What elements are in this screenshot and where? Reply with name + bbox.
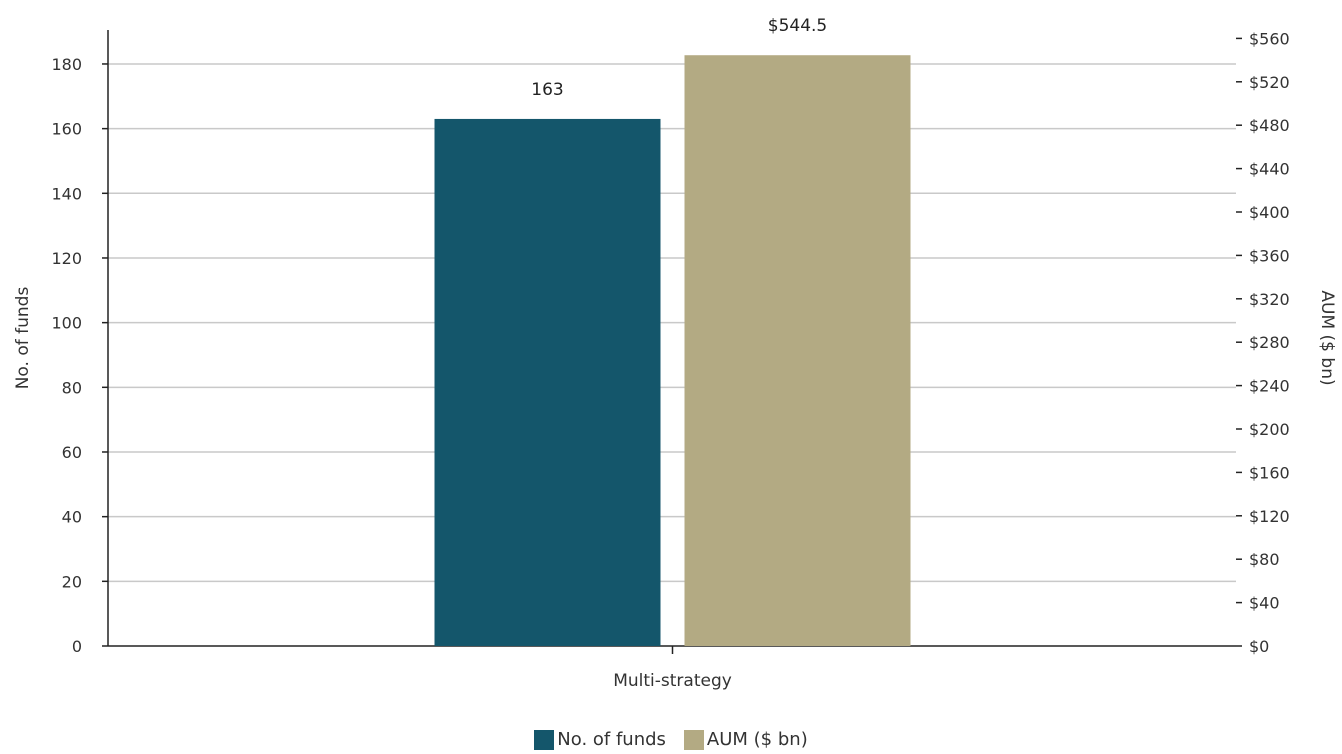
left-tick-label: 0 bbox=[72, 637, 82, 656]
legend-label-aum: AUM ($ bn) bbox=[706, 729, 808, 750]
left-tick-label: 100 bbox=[51, 314, 82, 333]
data-label-aum: $544.5 bbox=[768, 16, 827, 36]
legend-swatch-funds bbox=[534, 729, 555, 750]
bars: 163 $544.5 bbox=[434, 16, 911, 646]
right-tick-label: $520 bbox=[1249, 73, 1290, 92]
legend-swatch-aum bbox=[683, 729, 704, 750]
legend-item-funds: No. of funds bbox=[534, 729, 666, 750]
category-label: Multi-strategy bbox=[613, 671, 732, 691]
right-axis-title: AUM ($ bn) bbox=[1317, 290, 1337, 385]
right-tick-label: $160 bbox=[1249, 463, 1290, 482]
right-tick-label: $40 bbox=[1249, 594, 1280, 613]
right-tick-label: $200 bbox=[1249, 420, 1290, 439]
left-tick-label: 120 bbox=[51, 249, 82, 268]
data-label-funds: 163 bbox=[531, 80, 563, 100]
right-tick-label: $400 bbox=[1249, 203, 1290, 222]
legend-label-funds: No. of funds bbox=[557, 729, 666, 750]
left-tick-label: 20 bbox=[62, 572, 82, 591]
right-tick-label: $80 bbox=[1249, 550, 1280, 569]
bar-funds bbox=[434, 118, 661, 646]
left-tick-label: 160 bbox=[51, 120, 82, 139]
bar-aum bbox=[684, 55, 911, 646]
left-axis-title: No. of funds bbox=[13, 287, 33, 390]
left-tick-label: 180 bbox=[51, 55, 82, 74]
grid-lines bbox=[108, 63, 1236, 583]
left-y-axis-ticks: 0 20 40 60 80 100 120 140 160 180 bbox=[51, 55, 108, 656]
right-tick-label: $360 bbox=[1249, 246, 1290, 265]
left-tick-label: 60 bbox=[62, 443, 82, 462]
category-labels: Multi-strategy bbox=[613, 646, 732, 691]
right-tick-label: $480 bbox=[1249, 116, 1290, 135]
right-tick-label: $120 bbox=[1249, 507, 1290, 526]
right-y-axis-ticks: $0 $40 $80 $120 $160 $200 $240 $280 $320 $360 $400… bbox=[1236, 29, 1290, 656]
left-tick-label: 80 bbox=[62, 378, 82, 397]
dual-axis-bar-chart: 0 20 40 60 80 100 120 140 160 180 $0 $40 $80 $120 $16… bbox=[13, 16, 1337, 691]
legend: No. of funds AUM ($ bn) bbox=[0, 729, 1342, 750]
right-tick-label: $280 bbox=[1249, 333, 1290, 352]
left-tick-label: 40 bbox=[62, 508, 82, 527]
right-tick-label: $320 bbox=[1249, 290, 1290, 309]
right-tick-label: $440 bbox=[1249, 160, 1290, 179]
legend-item-aum: AUM ($ bn) bbox=[683, 729, 808, 750]
right-tick-label: $0 bbox=[1249, 637, 1269, 656]
right-tick-label: $560 bbox=[1249, 29, 1290, 48]
right-tick-label: $240 bbox=[1249, 377, 1290, 396]
left-tick-label: 140 bbox=[51, 184, 82, 203]
